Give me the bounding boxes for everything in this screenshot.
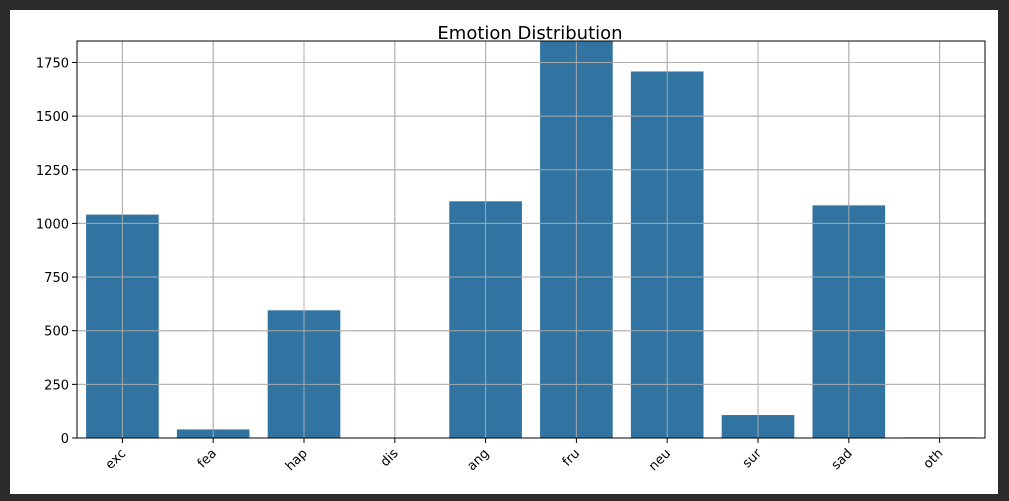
bar-chart: 0 250 500 750 1000 1250 1500 1750 exc fea hap dis a… xyxy=(36,23,986,474)
x-tick-label: sad xyxy=(829,446,856,473)
x-ticks: exc fea hap dis ang fru neu sur sad oth xyxy=(103,438,947,474)
y-tick-label: 1750 xyxy=(36,56,69,71)
y-tick-label: 0 xyxy=(61,432,69,447)
chart-title: Emotion Distribution xyxy=(437,23,622,44)
bars xyxy=(86,41,976,439)
axes-frame xyxy=(76,40,986,439)
x-tick-label: hap xyxy=(283,446,311,474)
axes xyxy=(76,40,986,439)
x-tick-label: exc xyxy=(103,446,129,472)
x-tick-label: fea xyxy=(195,446,220,471)
y-tick-label: 750 xyxy=(44,271,69,286)
x-tick-label: ang xyxy=(465,446,493,474)
x-tick-label: fru xyxy=(560,446,583,469)
y-tick-label: 1000 xyxy=(36,217,69,232)
y-tick-label: 500 xyxy=(44,325,69,340)
x-tick-label: neu xyxy=(646,446,674,474)
y-ticks: 0 250 500 750 1000 1250 1500 1750 xyxy=(36,56,77,447)
chart-figure: 0 250 500 750 1000 1250 1500 1750 exc fea hap dis a… xyxy=(10,10,998,494)
x-tick-label: sur xyxy=(740,446,765,471)
grid-lines-overlay xyxy=(77,41,985,439)
x-tick-label: dis xyxy=(378,446,402,470)
y-tick-label: 250 xyxy=(44,378,69,393)
x-tick-label: oth xyxy=(921,446,947,472)
y-tick-label: 1500 xyxy=(36,110,69,125)
y-tick-label: 1250 xyxy=(36,164,69,179)
